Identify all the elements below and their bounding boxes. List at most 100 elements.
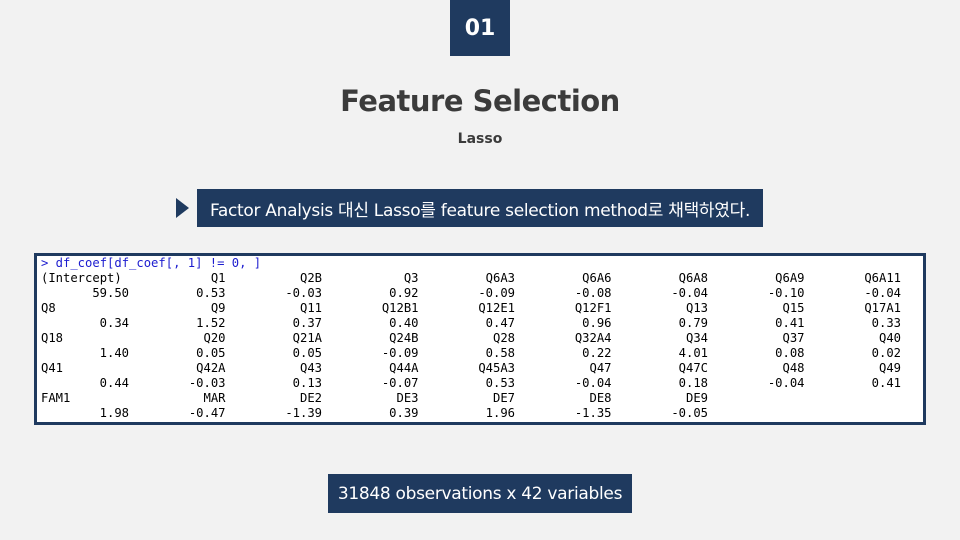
coef-value: 0.47 bbox=[485, 316, 515, 330]
coef-value: 0.33 bbox=[871, 316, 901, 330]
note-text: Factor Analysis 대신 Lasso를 feature select… bbox=[209, 200, 751, 221]
coef-value: 4.01 bbox=[678, 346, 708, 360]
coef-name: Q9 bbox=[210, 301, 226, 315]
coef-name: Q47 bbox=[589, 361, 612, 375]
coef-value: 1.98 bbox=[99, 406, 129, 420]
coef-name: Q8 bbox=[41, 301, 56, 315]
footer-box: 31848 observations x 42 variables bbox=[328, 474, 632, 513]
coef-value: 1.40 bbox=[99, 346, 129, 360]
coef-value: -1.39 bbox=[285, 406, 322, 420]
coef-value: 0.22 bbox=[582, 346, 612, 360]
coef-name: DE2 bbox=[299, 391, 322, 405]
r-console-output: > df_coef[df_coef[, 1] != 0, ] (Intercep… bbox=[34, 253, 926, 425]
coef-name: Q12F1 bbox=[574, 301, 612, 315]
console-value-row: 1.98 -0.47 -1.39 0.39 1.96 -1.35 -0.05 bbox=[37, 406, 923, 421]
coef-name: Q32A4 bbox=[574, 331, 612, 345]
coef-value: -0.03 bbox=[188, 376, 226, 390]
coef-name: DE8 bbox=[589, 391, 612, 405]
coef-value: -1.35 bbox=[574, 406, 612, 420]
coef-value: -0.04 bbox=[671, 286, 708, 300]
note-box: Factor Analysis 대신 Lasso를 feature select… bbox=[197, 189, 763, 227]
coef-value: -0.04 bbox=[864, 286, 901, 300]
coef-name: Q15 bbox=[782, 301, 805, 315]
coef-name: Q47C bbox=[678, 361, 708, 375]
coef-value: 0.18 bbox=[678, 376, 708, 390]
coef-value: -0.05 bbox=[671, 406, 708, 420]
coef-name: Q17A1 bbox=[864, 301, 901, 315]
coef-name: Q37 bbox=[782, 331, 805, 345]
console-command: > df_coef[df_coef[, 1] != 0, ] bbox=[41, 256, 262, 270]
coef-name: Q11 bbox=[299, 301, 322, 315]
coef-name: Q40 bbox=[878, 331, 901, 345]
coef-value: -0.04 bbox=[574, 376, 612, 390]
coef-name: Q12E1 bbox=[478, 301, 515, 315]
coef-value: -0.03 bbox=[285, 286, 322, 300]
coef-value: 0.34 bbox=[99, 316, 129, 330]
coef-name: Q20 bbox=[203, 331, 226, 345]
coef-value: 0.41 bbox=[775, 316, 805, 330]
coef-value: 0.13 bbox=[292, 376, 322, 390]
coef-value: 0.53 bbox=[196, 286, 226, 300]
slide-subtitle: Lasso bbox=[457, 131, 503, 147]
coef-name: Q6A6 bbox=[582, 271, 612, 285]
coef-name: Q13 bbox=[685, 301, 708, 315]
coef-name: Q44A bbox=[389, 361, 419, 375]
coef-value: 0.40 bbox=[389, 316, 419, 330]
coef-value: 0.37 bbox=[292, 316, 322, 330]
coef-value: -0.04 bbox=[767, 376, 805, 390]
coef-name: Q45A3 bbox=[478, 361, 515, 375]
console-header-row: Q18 Q20 Q21A Q24B Q28 Q32A4 Q34 Q37 Q40 bbox=[37, 331, 923, 346]
coef-value: -0.08 bbox=[574, 286, 612, 300]
section-number-badge: 01 bbox=[450, 0, 510, 56]
coef-value: 0.41 bbox=[871, 376, 901, 390]
coef-value: 0.53 bbox=[485, 376, 515, 390]
coef-name: Q3 bbox=[403, 271, 419, 285]
console-value-row: 1.40 0.05 0.05 -0.09 0.58 0.22 4.01 0.08 0.02 bbox=[37, 346, 923, 361]
coef-value: 0.02 bbox=[871, 346, 901, 360]
coef-value: 0.92 bbox=[389, 286, 419, 300]
coef-value: 0.05 bbox=[196, 346, 226, 360]
coef-name: Q12B1 bbox=[381, 301, 419, 315]
coef-name: Q43 bbox=[299, 361, 322, 375]
console-header-row: Q41 Q42A Q43 Q44A Q45A3 Q47 Q47C Q48 Q49 bbox=[37, 361, 923, 376]
console-header-row: Q8 Q9 Q11 Q12B1 Q12E1 Q12F1 Q13 Q15 Q17A1 bbox=[37, 301, 923, 316]
coef-value: 59.50 bbox=[92, 286, 129, 300]
coef-value: -0.47 bbox=[188, 406, 226, 420]
coef-name: DE7 bbox=[492, 391, 515, 405]
slide-title: Feature Selection bbox=[340, 84, 620, 118]
console-value-row: 0.44 -0.03 0.13 -0.07 0.53 -0.04 0.18 -0.04 0.41 bbox=[37, 376, 923, 391]
coef-name: Q18 bbox=[41, 331, 64, 345]
coef-value: -0.09 bbox=[381, 346, 419, 360]
coef-value: 0.58 bbox=[485, 346, 515, 360]
coef-name: Q41 bbox=[41, 361, 64, 375]
coef-name: Q49 bbox=[878, 361, 901, 375]
console-value-row: 59.50 0.53 -0.03 0.92 -0.09 -0.08 -0.04 -0.10 -0… bbox=[37, 286, 923, 301]
coef-name: FAM1 bbox=[41, 391, 71, 405]
coef-name: DE9 bbox=[685, 391, 708, 405]
play-arrow-icon bbox=[176, 198, 189, 218]
coef-value: -0.10 bbox=[767, 286, 805, 300]
coef-value: -0.09 bbox=[478, 286, 515, 300]
console-header-row: FAM1 MAR DE2 DE3 DE7 DE8 DE9 bbox=[37, 391, 923, 406]
coef-value: 0.05 bbox=[292, 346, 322, 360]
coef-name: (Intercept) bbox=[41, 271, 122, 285]
coef-name: Q6A8 bbox=[678, 271, 708, 285]
coef-value: 0.08 bbox=[775, 346, 805, 360]
coef-name: Q48 bbox=[782, 361, 805, 375]
coef-name: Q21A bbox=[292, 331, 322, 345]
footer-text: 31848 observations x 42 variables bbox=[337, 483, 623, 504]
coef-value: 1.96 bbox=[485, 406, 515, 420]
coef-name: Q2B bbox=[299, 271, 322, 285]
coef-value: -0.07 bbox=[381, 376, 419, 390]
coef-name: Q42A bbox=[196, 361, 226, 375]
console-value-row: 0.34 1.52 0.37 0.40 0.47 0.96 0.79 0.41 0.33 bbox=[37, 316, 923, 331]
coef-name: Q34 bbox=[685, 331, 708, 345]
coef-value: 0.44 bbox=[99, 376, 129, 390]
coef-name: Q6A3 bbox=[485, 271, 515, 285]
coef-value: 0.96 bbox=[582, 316, 612, 330]
console-header-row: (Intercept) Q1 Q2B Q3 Q6A3 Q6A6 Q6A8 Q6A9 Q6A11 bbox=[37, 271, 923, 286]
coef-name: Q1 bbox=[210, 271, 226, 285]
coef-name: Q24B bbox=[389, 331, 419, 345]
coef-value: 0.79 bbox=[678, 316, 708, 330]
coef-value: 1.52 bbox=[196, 316, 226, 330]
